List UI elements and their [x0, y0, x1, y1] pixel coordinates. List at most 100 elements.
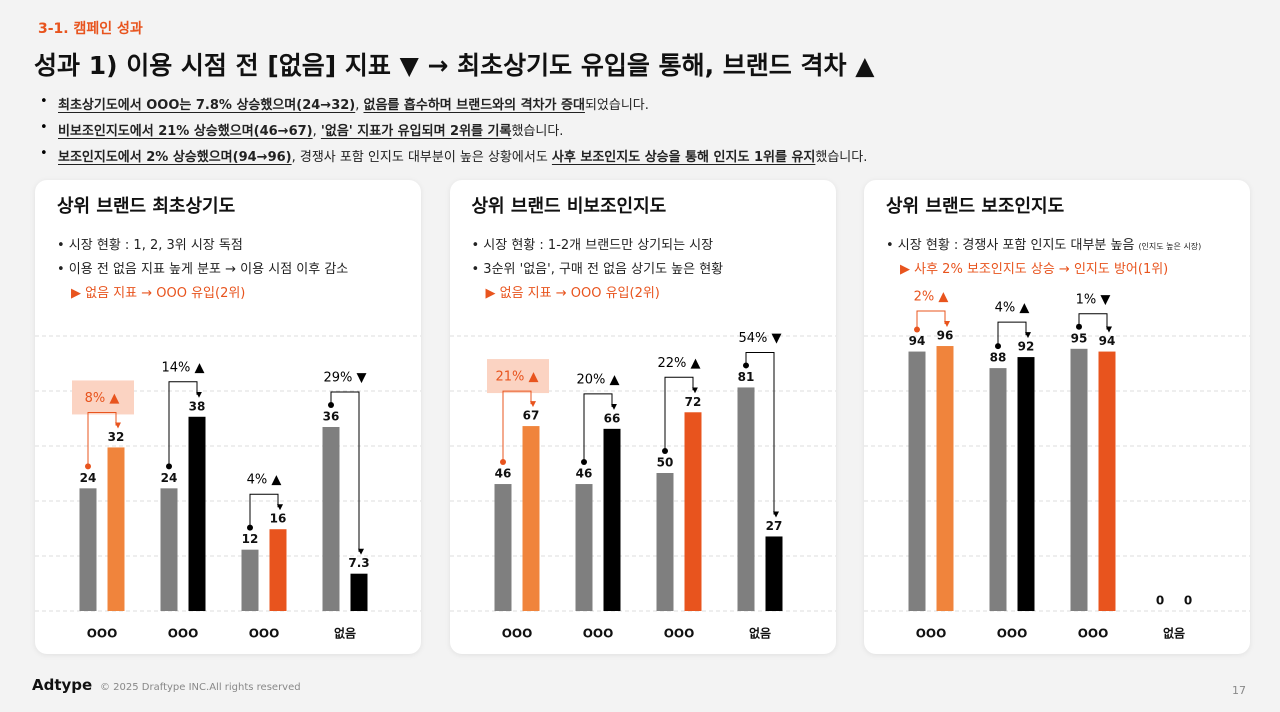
x-tick-label: OOO: [168, 627, 199, 641]
value-label: 16: [270, 512, 287, 526]
bar: [494, 484, 511, 611]
value-label: 36: [323, 410, 340, 424]
chart-title: 상위 브랜드 보조인지도: [886, 196, 1065, 217]
bullet-text: ,: [312, 124, 321, 139]
change-dot: [914, 326, 920, 333]
value-label: 92: [1018, 340, 1035, 354]
bar: [188, 416, 206, 611]
bullet: 보조인지도에서 2% 상승했으며(94→96), 경쟁사 포함 인지도 대부분이…: [58, 146, 867, 165]
value-label: 95: [1071, 331, 1088, 345]
change-dot: [661, 448, 668, 454]
bar: [522, 426, 539, 611]
change-bracket: [745, 351, 779, 518]
note-text: ▶ 없음 지표 → OOO 유입(2위): [71, 286, 246, 301]
value-label: 96: [937, 329, 954, 343]
chart-note: ▶ 없음 지표 → OOO 유입(2위): [71, 282, 245, 301]
change-bracket: [168, 381, 202, 467]
x-tick-label: OOO: [87, 627, 118, 641]
chart-note: • 시장 현황 : 경쟁사 포함 인지도 대부분 높음 (인지도 높은 시장): [886, 234, 1201, 253]
value-label: 38: [189, 399, 206, 413]
change-dot: [580, 459, 587, 466]
bullet-emphasis: 최초상기도에서 OOO는 7.8% 상승했으며(24→32): [58, 98, 356, 113]
highlight-box: [72, 380, 134, 415]
change-label: 20% ▲: [576, 372, 619, 387]
change-label: 22% ▲: [657, 356, 700, 371]
chart-note: • 시장 현황 : 1-2개 브랜드만 상기되는 시장: [472, 234, 714, 253]
bullet-emphasis: 없음를 흡수하며 브랜드와의 격차가 증대: [363, 98, 585, 113]
bullet-text: , 경쟁사 포함 인지도 대부분이 높은 상황에서도: [291, 150, 552, 165]
change-dot: [247, 524, 253, 531]
bar: [322, 427, 340, 611]
bar: [575, 484, 592, 611]
value-label: 94: [1099, 334, 1116, 348]
chart: 21% ▲ 46 67 OOO 20% ▲ 46 66 OOO 22% ▲ 50 72 OOO 54% …: [449, 331, 836, 641]
change-label: 29% ▼: [323, 371, 366, 386]
bar: [1017, 357, 1035, 611]
change-bracket: [1078, 313, 1112, 333]
chart: 8% ▲ 24 32 OOO 14% ▲ 24 38 OOO 4% ▲ 12 16 OOO 29% ▼ 3…: [35, 335, 421, 641]
change-bracket: [249, 493, 283, 528]
change-dot: [328, 402, 334, 408]
page-number: 17: [1232, 684, 1246, 697]
bar: [1070, 348, 1088, 611]
change-bracket: [87, 411, 121, 467]
value-label: 88: [990, 351, 1007, 365]
chart-note: ▶ 없음 지표 → OOO 유입(2위): [486, 282, 660, 301]
bullet-emphasis: 사후 보조인지도 상승을 통해 인지도 1위를 유지: [551, 150, 816, 165]
bar: [737, 387, 754, 611]
value-label: 94: [909, 334, 926, 348]
bar: [908, 351, 926, 611]
x-tick-label: 없음: [334, 626, 356, 641]
change-dot: [1076, 323, 1082, 330]
brand: Adtype: [32, 676, 93, 694]
value-label: 12: [242, 532, 259, 546]
bar: [241, 549, 259, 611]
chart-title: 상위 브랜드 최초상기도: [57, 196, 236, 217]
bar: [684, 412, 701, 611]
note-text: • 3순위 '없음', 구매 전 없음 상기도 높은 현황: [471, 262, 724, 277]
bullet-emphasis: '없음' 지표가 유입되며 2위를 기록: [320, 124, 512, 139]
bullet-dot: •: [40, 120, 48, 135]
change-dot: [85, 463, 91, 470]
chart-note: • 시장 현황 : 1, 2, 3위 시장 독점: [57, 234, 243, 253]
chart-note: • 3순위 '없음', 구매 전 없음 상기도 높은 현황: [472, 258, 724, 277]
change-label: 4% ▲: [995, 301, 1030, 316]
note-text: • 시장 현황 : 1, 2, 3위 시장 독점: [57, 238, 243, 253]
value-label: 24: [80, 471, 97, 485]
value-label: 66: [603, 411, 620, 425]
slide-title: 성과 1) 이용 시점 전 [없음] 지표 ▼ → 최초상기도 유입을 통해, …: [34, 51, 875, 80]
bar: [603, 428, 620, 611]
chart-card: 21% ▲ 46 67 OOO 20% ▲ 46 66 OOO 22% ▲ 50 72 OOO 54% …: [449, 180, 836, 654]
x-tick-label: OOO: [501, 627, 532, 641]
x-tick-label: OOO: [249, 627, 280, 641]
copyright: © 2025 Draftype INC.All rights reserved: [100, 682, 301, 693]
bar: [350, 573, 368, 611]
change-bracket: [916, 310, 950, 330]
change-label: 21% ▲: [495, 370, 538, 385]
x-tick-label: OOO: [663, 627, 694, 641]
x-tick-label: OOO: [916, 627, 947, 641]
x-tick-label: OOO: [997, 627, 1028, 641]
bar: [936, 346, 954, 611]
value-label: 81: [737, 370, 754, 384]
value-label: 32: [108, 430, 125, 444]
value-label: 46: [494, 467, 511, 481]
chart-card: 2% ▲ 94 96 OOO 4% ▲ 88 92 OOO 1% ▼ 95 94 OOO 0 0 없음 상위 …: [864, 180, 1250, 654]
bar: [765, 536, 782, 611]
change-dot: [742, 362, 749, 369]
bar: [79, 488, 97, 611]
change-bracket: [997, 321, 1031, 347]
value-label: 0: [1156, 594, 1164, 608]
bullet: 비보조인지도에서 21% 상승했으며(46→67), '없음' 지표가 유입되며…: [58, 120, 563, 139]
note-text: • 시장 현황 : 1-2개 브랜드만 상기되는 시장: [471, 238, 714, 253]
bar: [269, 529, 287, 611]
change-label: 14% ▲: [161, 360, 204, 375]
change-label: 4% ▲: [247, 473, 282, 488]
change-dot: [166, 463, 172, 470]
bullet: 최초상기도에서 OOO는 7.8% 상승했으며(24→32), 없음를 흡수하며…: [58, 94, 649, 113]
change-bracket: [583, 393, 617, 463]
value-label: 7.3: [348, 556, 369, 570]
note-text: ▶ 사후 2% 보조인지도 상승 → 인지도 방어(1위): [900, 262, 1169, 277]
change-bracket: [502, 390, 536, 463]
